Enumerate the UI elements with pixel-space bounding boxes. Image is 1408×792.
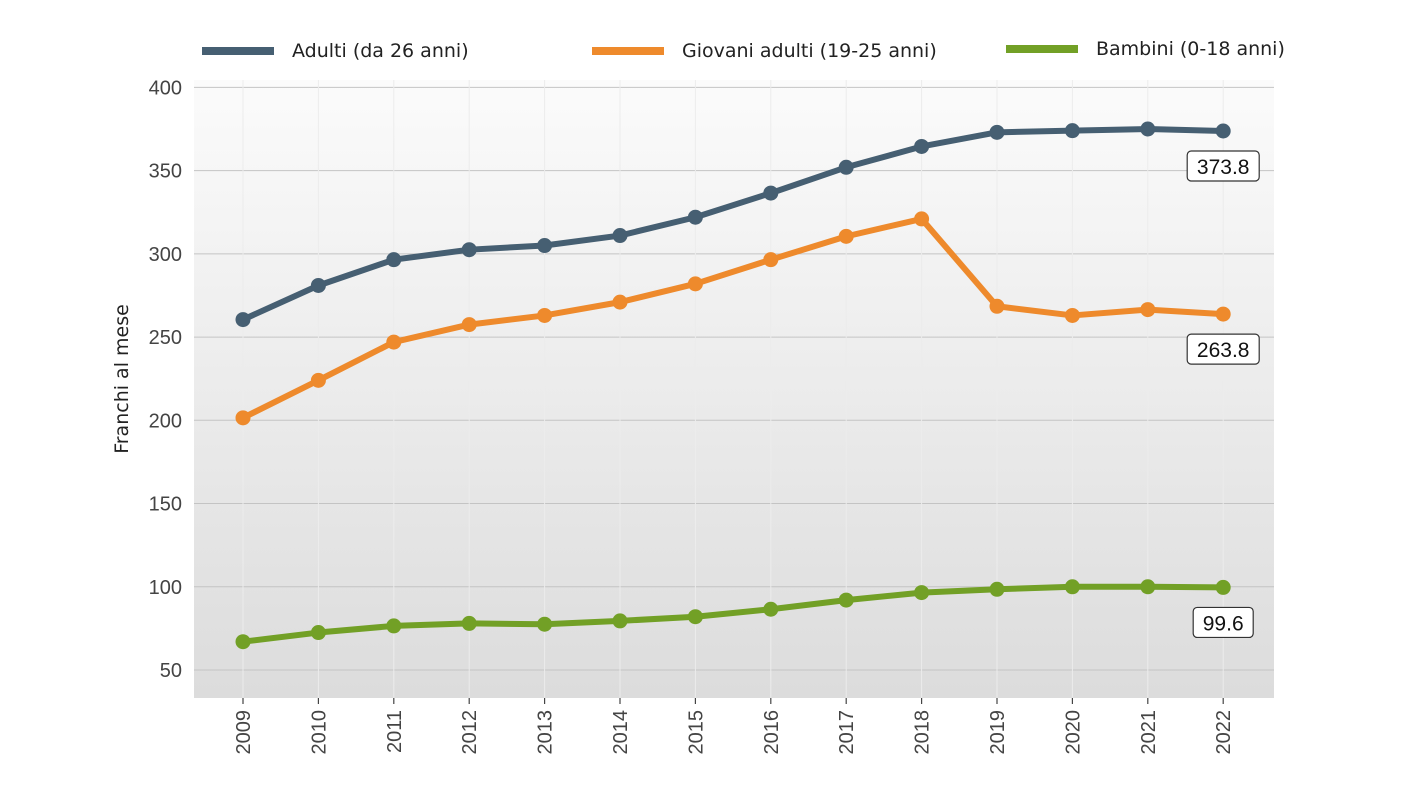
plot-panel	[194, 80, 1274, 698]
legend-swatch-adulti	[202, 47, 274, 55]
legend-label-adulti: Adulti (da 26 anni)	[292, 40, 469, 62]
x-tick-label-2016: 2016	[761, 710, 783, 755]
x-tick-label-2017: 2017	[836, 710, 858, 755]
data-point-bambini-0-18-anni-2022	[1215, 579, 1231, 595]
y-tick-label-150: 150	[149, 494, 182, 516]
data-point-bambini-0-18-anni-2009	[235, 634, 251, 650]
x-tick-label-2020: 2020	[1062, 710, 1084, 755]
data-point-adulti-da-26-anni-2009	[235, 312, 251, 328]
data-point-giovani-adulti-19-25-anni-2015	[687, 276, 703, 292]
data-point-giovani-adulti-19-25-anni-2020	[1064, 307, 1080, 323]
data-point-giovani-adulti-19-25-anni-2022	[1215, 306, 1231, 322]
x-tick-label-2015: 2015	[685, 710, 707, 755]
data-point-adulti-da-26-anni-2014	[612, 228, 628, 244]
data-point-giovani-adulti-19-25-anni-2009	[235, 410, 251, 426]
data-point-giovani-adulti-19-25-anni-2017	[838, 228, 854, 244]
data-point-bambini-0-18-anni-2021	[1140, 579, 1156, 595]
data-point-giovani-adulti-19-25-anni-2010	[310, 372, 326, 388]
series-group: 373.8 263.8 99.6	[235, 121, 1260, 650]
y-axis-label: Franchi al mese	[111, 304, 133, 454]
data-point-bambini-0-18-anni-2016	[763, 601, 779, 617]
legend-swatch-giovani-adulti	[592, 47, 664, 55]
data-point-bambini-0-18-anni-2012	[461, 615, 477, 631]
x-axis: 2009 2010 2011 2012 2013 2014 2015 2016 2017 2018…	[233, 698, 1235, 755]
y-axis: 50 100 150 200 250 300 350 400	[149, 77, 182, 682]
data-point-adulti-da-26-anni-2022	[1215, 123, 1231, 139]
data-point-adulti-da-26-anni-2010	[310, 277, 326, 293]
series-line-bambini-0-18-anni	[240, 583, 1227, 645]
x-tick-label-2014: 2014	[610, 710, 632, 755]
data-point-adulti-da-26-anni-2020	[1064, 123, 1080, 139]
end-label-box-bambini-0-18-anni	[1192, 606, 1254, 639]
data-point-giovani-adulti-19-25-anni-2014	[612, 294, 628, 310]
data-point-giovani-adulti-19-25-anni-2016	[763, 252, 779, 268]
x-tick-label-2019: 2019	[987, 710, 1009, 755]
legend-item-giovani-adulti: Giovani adulti (19-25 anni)	[592, 36, 937, 66]
data-point-bambini-0-18-anni-2013	[537, 616, 553, 632]
y-tick-label-200: 200	[149, 410, 182, 432]
data-point-adulti-da-26-anni-2012	[461, 242, 477, 258]
y-tick-label-400: 400	[149, 77, 182, 99]
x-tick-label-2010: 2010	[308, 710, 330, 755]
legend-item-adulti: Adulti (da 26 anni)	[202, 36, 469, 66]
data-point-adulti-da-26-anni-2013	[537, 238, 553, 254]
x-tick-label-2013: 2013	[535, 710, 557, 755]
data-point-bambini-0-18-anni-2020	[1064, 579, 1080, 595]
y-tick-label-250: 250	[149, 327, 182, 349]
data-point-bambini-0-18-anni-2010	[310, 625, 326, 641]
data-point-giovani-adulti-19-25-anni-2021	[1140, 302, 1156, 318]
data-point-adulti-da-26-anni-2015	[687, 209, 703, 225]
x-tick-label-2009: 2009	[233, 710, 255, 755]
data-point-giovani-adulti-19-25-anni-2019	[989, 298, 1005, 314]
end-label-adulti-da-26-anni: 373.8	[1197, 156, 1250, 179]
data-point-giovani-adulti-19-25-anni-2013	[537, 307, 553, 323]
data-point-adulti-da-26-anni-2018	[914, 138, 930, 154]
end-label-giovani-adulti-19-25-anni: 263.8	[1197, 339, 1250, 362]
data-point-adulti-da-26-anni-2017	[838, 159, 854, 175]
legend-label-bambini: Bambini (0-18 anni)	[1096, 38, 1285, 60]
data-point-bambini-0-18-anni-2015	[687, 609, 703, 625]
x-tick-label-2011: 2011	[384, 710, 406, 753]
x-tick-label-2012: 2012	[459, 710, 481, 755]
end-label-bambini-0-18-anni: 99.6	[1203, 612, 1244, 635]
data-point-bambini-0-18-anni-2014	[612, 613, 628, 629]
end-label-box-adulti-da-26-anni	[1186, 150, 1260, 182]
end-label-box-giovani-adulti-19-25-anni	[1186, 333, 1260, 365]
data-point-adulti-da-26-anni-2016	[763, 185, 779, 201]
x-tick-label-2021: 2021	[1138, 710, 1160, 755]
series-line-giovani-adulti-19-25-anni	[240, 215, 1227, 421]
x-tick-label-2022: 2022	[1213, 710, 1235, 755]
legend-label-giovani-adulti: Giovani adulti (19-25 anni)	[682, 40, 937, 62]
data-point-adulti-da-26-anni-2021	[1140, 121, 1156, 137]
data-point-bambini-0-18-anni-2011	[386, 618, 402, 634]
y-tick-label-100: 100	[149, 577, 182, 599]
series-line-adulti-da-26-anni	[240, 126, 1227, 323]
data-point-bambini-0-18-anni-2018	[914, 585, 930, 601]
data-point-bambini-0-18-anni-2019	[989, 581, 1005, 597]
data-point-adulti-da-26-anni-2011	[386, 252, 402, 268]
data-point-giovani-adulti-19-25-anni-2018	[914, 211, 930, 227]
legend-item-bambini: Bambini (0-18 anni)	[1006, 34, 1285, 64]
data-point-bambini-0-18-anni-2017	[838, 592, 854, 608]
y-tick-label-50: 50	[160, 660, 182, 682]
x-tick-label-2018: 2018	[912, 710, 934, 755]
data-point-adulti-da-26-anni-2019	[989, 124, 1005, 140]
legend-swatch-bambini	[1006, 45, 1078, 53]
data-point-giovani-adulti-19-25-anni-2011	[386, 334, 402, 350]
y-tick-label-350: 350	[149, 161, 182, 183]
data-point-giovani-adulti-19-25-anni-2012	[461, 317, 477, 333]
y-tick-label-300: 300	[149, 244, 182, 266]
